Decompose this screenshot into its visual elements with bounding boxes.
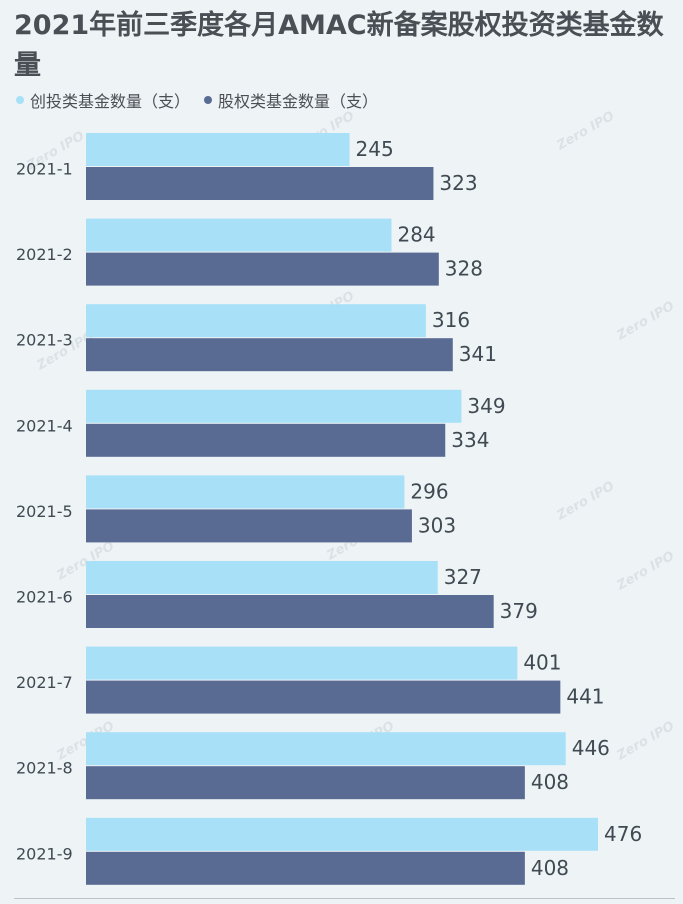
data-label: 323 (439, 171, 477, 195)
data-label: 341 (459, 342, 497, 366)
data-label: 408 (531, 856, 569, 880)
data-label: 316 (432, 308, 470, 332)
data-label: 446 (572, 736, 610, 760)
watermark: Zero IPO (554, 479, 617, 524)
legend-dot-venture (16, 96, 24, 104)
bar-venture (86, 389, 462, 423)
bar-equity (86, 680, 561, 714)
watermark: Zero IPO (614, 299, 677, 344)
bar-equity (86, 595, 494, 628)
category-label: 2021-8 (16, 759, 73, 778)
watermark-text: Zero IPO (554, 479, 617, 524)
legend-item-equity: 股权类基金数量（支） (204, 88, 378, 112)
category-label: 2021-6 (16, 588, 73, 607)
legend-dot-equity (204, 96, 213, 104)
bar-venture (86, 817, 598, 851)
watermark-text: Zero IPO (554, 109, 617, 154)
watermark: Zero IPO (614, 549, 677, 594)
bar-equity (86, 509, 412, 543)
data-label: 334 (451, 428, 489, 452)
watermark-text: Zero IPO (614, 299, 677, 344)
category-label: 2021-5 (16, 502, 73, 521)
watermark-text: Zero IPO (614, 719, 677, 764)
category-label: 2021-3 (16, 331, 73, 350)
bar-venture (86, 218, 392, 252)
data-label: 441 (566, 685, 604, 709)
data-label: 303 (418, 513, 456, 537)
legend-label-venture: 创投类基金数量（支） (30, 92, 191, 111)
bar-venture (86, 732, 566, 766)
data-label: 408 (531, 770, 569, 794)
watermark-text: Zero IPO (614, 549, 677, 594)
bar-equity (86, 338, 453, 372)
data-label: 284 (397, 223, 435, 247)
bar-equity (86, 252, 439, 286)
bar-equity (86, 851, 525, 885)
data-label: 476 (604, 822, 642, 846)
data-label: 328 (445, 257, 483, 281)
data-label: 327 (444, 565, 482, 589)
category-label: 2021-7 (16, 673, 73, 692)
bar-equity (86, 423, 446, 457)
bar-equity (86, 766, 525, 800)
bar-venture (86, 561, 438, 594)
legend-label-equity: 股权类基金数量（支） (218, 92, 379, 111)
data-label: 401 (523, 651, 561, 675)
legend-item-venture: 创投类基金数量（支） (16, 88, 190, 112)
bar-venture (86, 304, 426, 338)
data-label: 349 (467, 394, 505, 418)
bar-venture (86, 475, 405, 509)
category-label: 2021-1 (16, 160, 73, 179)
category-label: 2021-4 (16, 416, 73, 435)
data-label: 245 (356, 137, 394, 161)
data-label: 379 (500, 599, 538, 623)
bar-equity (86, 167, 434, 200)
bottom-divider (14, 898, 675, 899)
category-label: 2021-2 (16, 245, 73, 264)
bar-venture (86, 133, 350, 166)
data-label: 296 (410, 479, 448, 503)
watermark: Zero IPO (554, 109, 617, 154)
watermark: Zero IPO (614, 719, 677, 764)
bar-venture (86, 646, 518, 680)
category-label: 2021-9 (16, 844, 73, 863)
legend: 创投类基金数量（支） 股权类基金数量（支） (16, 88, 392, 112)
chart-title: 2021年前三季度各月AMAC新备案股权投资类基金数量 (14, 10, 664, 81)
